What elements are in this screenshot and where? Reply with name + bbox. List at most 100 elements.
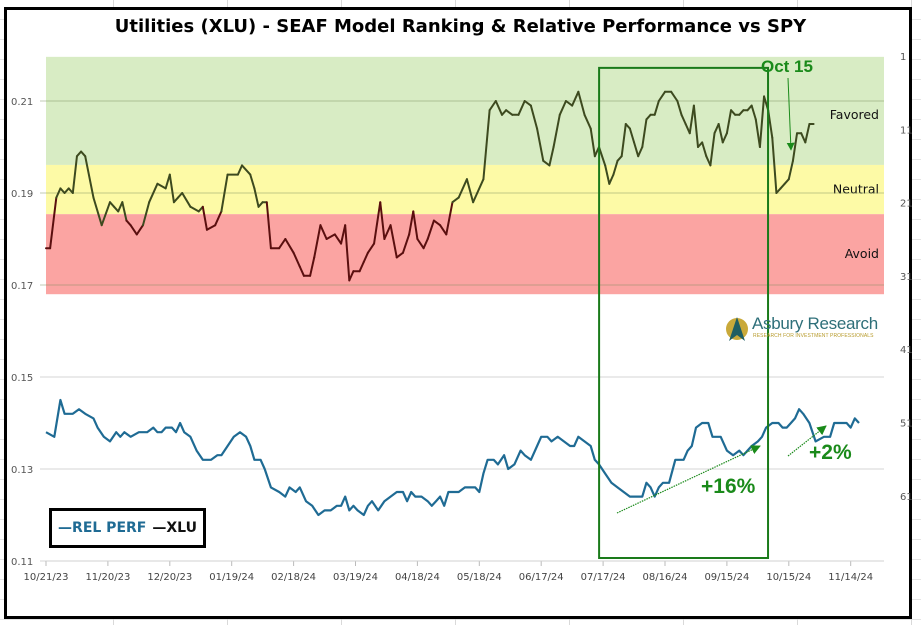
- x-tick-label: 12/20/23: [147, 572, 192, 583]
- xlu-line-segment: [476, 178, 485, 194]
- xlu-line-segment: [100, 201, 111, 227]
- xlu-line-segment: [205, 224, 217, 231]
- chart-legend: —REL PERF —XLU: [49, 508, 206, 548]
- xlu-line-segment: [416, 238, 425, 250]
- xlu-line-segment: [680, 113, 687, 125]
- xlu-line-segment: [717, 123, 724, 144]
- xlu-line-segment: [558, 100, 567, 116]
- chart-title: Utilities (XLU) - SEAF Model Ranking & R…: [114, 16, 807, 37]
- xlu-line-segment: [84, 155, 95, 199]
- left-tick-label: 0.13: [11, 465, 33, 476]
- xlu-line-segment: [412, 210, 419, 240]
- band-favored: [46, 56, 884, 165]
- right-tick-label: 11: [900, 125, 913, 136]
- xlu-line-segment: [709, 132, 716, 167]
- xlu-line-segment: [298, 265, 305, 277]
- xlu-line-segment: [319, 224, 328, 240]
- highlight-box-group: [598, 66, 770, 559]
- right-tick-label: 1: [900, 52, 906, 63]
- xlu-line-segment: [214, 210, 223, 227]
- right-tick-label: 51: [900, 419, 913, 430]
- xlu-line-segment: [389, 224, 398, 259]
- xlu-line-segment: [701, 141, 708, 158]
- x-tick-label: 11/20/23: [85, 572, 130, 583]
- xlu-line-segment: [401, 233, 411, 254]
- xlu-line-segment: [552, 113, 561, 148]
- ranking-bands: Favored Neutral Avoid: [46, 56, 884, 295]
- x-tick-label: 03/19/24: [333, 572, 378, 583]
- xlu-line-segment: [783, 178, 790, 185]
- xlu-line-segment: [141, 201, 151, 227]
- xlu-line-segment: [791, 132, 799, 162]
- xlu-line-segment: [451, 196, 460, 204]
- xlu-line-segment: [148, 182, 159, 204]
- gain-label-16: +16%: [701, 475, 756, 498]
- xlu-line-segment: [129, 224, 138, 236]
- xlu-line-segment: [542, 159, 551, 167]
- xlu-line-segment: [604, 164, 611, 185]
- xlu-line-segment: [616, 155, 623, 162]
- logo-name: Asbury Research: [752, 314, 878, 333]
- xlu-line-segment: [257, 201, 264, 208]
- xlu-line-segment: [730, 109, 737, 116]
- xlu-line-segment: [80, 150, 87, 158]
- xlu-line-segment: [284, 238, 295, 254]
- xlu-line-segment: [571, 90, 580, 107]
- xlu-line-segment: [608, 173, 615, 185]
- right-tick-label: 41: [900, 345, 913, 356]
- xlu-line-segment: [548, 146, 555, 167]
- xlu-line-segment: [721, 132, 728, 144]
- xlu-line-segment: [725, 109, 733, 135]
- x-tick-label: 10/21/23: [24, 572, 69, 583]
- xlu-line-segment: [241, 164, 252, 176]
- logo-tagline: RESEARCH FOR INVESTMENT PROFESSIONALS: [753, 333, 874, 339]
- xlu-line-segment: [121, 201, 128, 222]
- xlu-line-segment: [589, 127, 596, 158]
- xlu-line-segment: [422, 238, 429, 250]
- x-tick-label: 02/18/24: [271, 572, 316, 583]
- xlu-line-segment: [457, 178, 468, 199]
- xlu-line-segment: [804, 123, 811, 144]
- gain-arrow-2: [787, 425, 827, 457]
- oct15-arrow: [786, 77, 795, 151]
- x-tick-label: 01/19/24: [209, 572, 254, 583]
- highlight-box: [598, 66, 770, 559]
- xlu-line-segment: [358, 261, 365, 273]
- xlu-line-segment: [523, 100, 532, 107]
- xlu-line-segment: [676, 100, 683, 116]
- xlu-line-segment: [688, 104, 695, 135]
- xlu-line-segment: [713, 123, 720, 135]
- x-tick-label: 10/15/24: [766, 572, 811, 583]
- xlu-line-segment: [156, 182, 167, 190]
- annotations: Oct 15 +16% +2%: [616, 57, 852, 514]
- xlu-line-segment: [395, 251, 404, 259]
- band-avoid: [46, 214, 884, 295]
- xlu-line-segment: [59, 187, 66, 194]
- left-tick-label: 0.17: [11, 281, 33, 292]
- xlu-line-segment: [577, 90, 586, 116]
- xlu-line-segment: [325, 233, 336, 240]
- x-tick-label: 11/14/24: [828, 572, 873, 583]
- xlu-line-segment: [620, 123, 627, 158]
- x-tick-label: 07/17/24: [581, 572, 626, 583]
- band-label-avoid: Avoid: [845, 246, 879, 261]
- xlu-line-segment: [494, 100, 503, 116]
- gain-label-2: +2%: [809, 441, 852, 464]
- xlu-line-segment: [408, 210, 415, 236]
- xlu-line-segment: [92, 196, 103, 227]
- xlu-line-segment: [564, 100, 574, 107]
- xlu-line-segment: [692, 104, 700, 148]
- xlu-line-segment: [117, 201, 124, 213]
- xlu-line-segment: [775, 187, 782, 194]
- xlu-line-segment: [653, 100, 660, 116]
- legend-rel-perf: —REL PERF: [58, 520, 147, 536]
- left-tick-label: 0.21: [11, 97, 33, 108]
- x-tick-label: 09/15/24: [704, 572, 749, 583]
- xlu-line-segment: [779, 182, 786, 190]
- xlu-line-segment: [172, 196, 180, 204]
- xlu-line-segment: [624, 123, 631, 130]
- xlu-line-segment: [426, 219, 435, 240]
- left-tick-label: 0.11: [11, 557, 33, 568]
- xlu-line-segment: [265, 201, 272, 250]
